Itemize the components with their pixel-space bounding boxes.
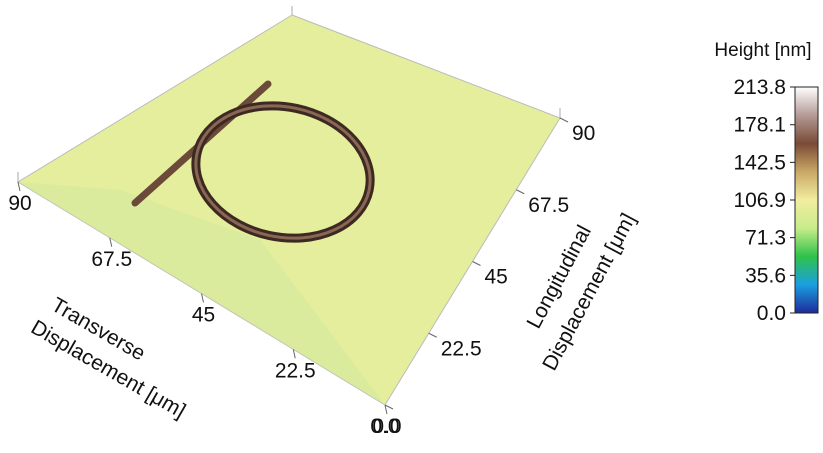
y-tick [473, 262, 481, 266]
x-tick-label: 67.5 [91, 248, 132, 271]
colorbar-tick-label: 35.6 [745, 264, 786, 287]
colorbar-tick-label: 0.0 [757, 302, 786, 325]
x-tick-label: 45 [192, 304, 215, 327]
colorbar-tick-label: 71.3 [745, 227, 786, 250]
y-tick-label: 0.0 [370, 415, 399, 438]
colorbar-tick-label: 178.1 [733, 114, 786, 137]
colorbar-tick-label: 213.8 [733, 76, 786, 99]
y-tick [560, 118, 568, 122]
colorbar [795, 87, 818, 313]
chart: Transverse Displacement [μm] Longitudina… [0, 0, 823, 448]
y-tick-label: 90 [572, 122, 595, 145]
x-tick-label: 90 [8, 192, 31, 215]
y-tick-label: 67.5 [528, 194, 569, 217]
colorbar-tick-label: 106.9 [733, 189, 786, 212]
y-tick-label: 22.5 [441, 337, 482, 360]
x-tick-label: 22.5 [275, 359, 316, 382]
y-tick-label: 45 [485, 266, 508, 289]
y-tick [516, 190, 524, 194]
y-tick [429, 333, 437, 337]
colorbar-tick-label: 142.5 [733, 151, 786, 174]
colorbar-title: Height [nm] [714, 40, 811, 61]
